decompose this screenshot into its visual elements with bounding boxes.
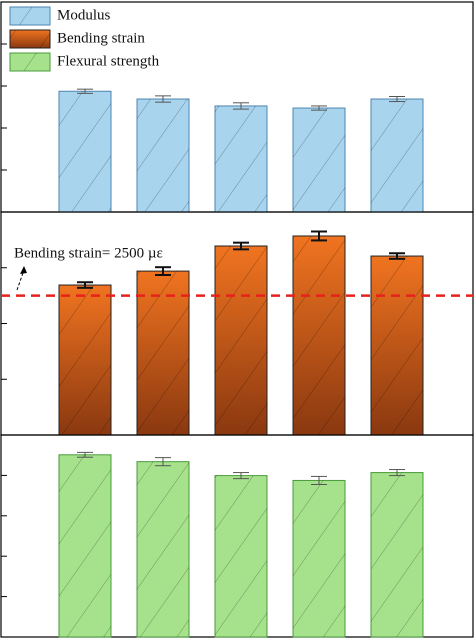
bar-hatch <box>371 256 423 435</box>
bar-hatch <box>215 246 267 435</box>
error-bar <box>311 230 327 242</box>
legend-label: Modulus <box>57 7 111 23</box>
bar-hatch <box>59 91 111 212</box>
legend-label: Flexural strength <box>57 53 160 69</box>
legend-label: Bending strain <box>57 30 145 46</box>
bar-hatch <box>371 472 423 637</box>
bar-hatch <box>137 99 189 212</box>
error-bar <box>77 451 93 458</box>
bar-hatch <box>293 108 345 212</box>
error-bar <box>311 105 327 111</box>
arrow-head <box>20 266 27 274</box>
annotation: Bending strain= 2500 µε <box>14 245 163 261</box>
bar-hatch <box>371 99 423 212</box>
error-bar <box>233 102 249 110</box>
error-bar <box>233 472 249 480</box>
legend-hatch <box>10 30 50 48</box>
error-bar <box>155 266 171 276</box>
error-bar <box>389 469 405 477</box>
error-bar <box>311 475 327 485</box>
bar-hatch <box>215 105 267 212</box>
bar-hatch <box>59 454 111 637</box>
error-bar <box>77 88 93 94</box>
bar-hatch <box>137 271 189 435</box>
bar-hatch <box>293 235 345 435</box>
bar-hatch <box>137 461 189 637</box>
legend-hatch <box>10 53 50 71</box>
bar-hatch <box>293 480 345 637</box>
error-bar <box>155 457 171 467</box>
error-bar <box>389 252 405 260</box>
error-bar <box>389 96 405 103</box>
error-bar <box>233 241 249 251</box>
legend-hatch <box>10 7 50 25</box>
error-bar <box>155 95 171 103</box>
bar-hatch <box>215 475 267 637</box>
bar-hatch <box>59 285 111 435</box>
error-bar <box>77 281 93 289</box>
